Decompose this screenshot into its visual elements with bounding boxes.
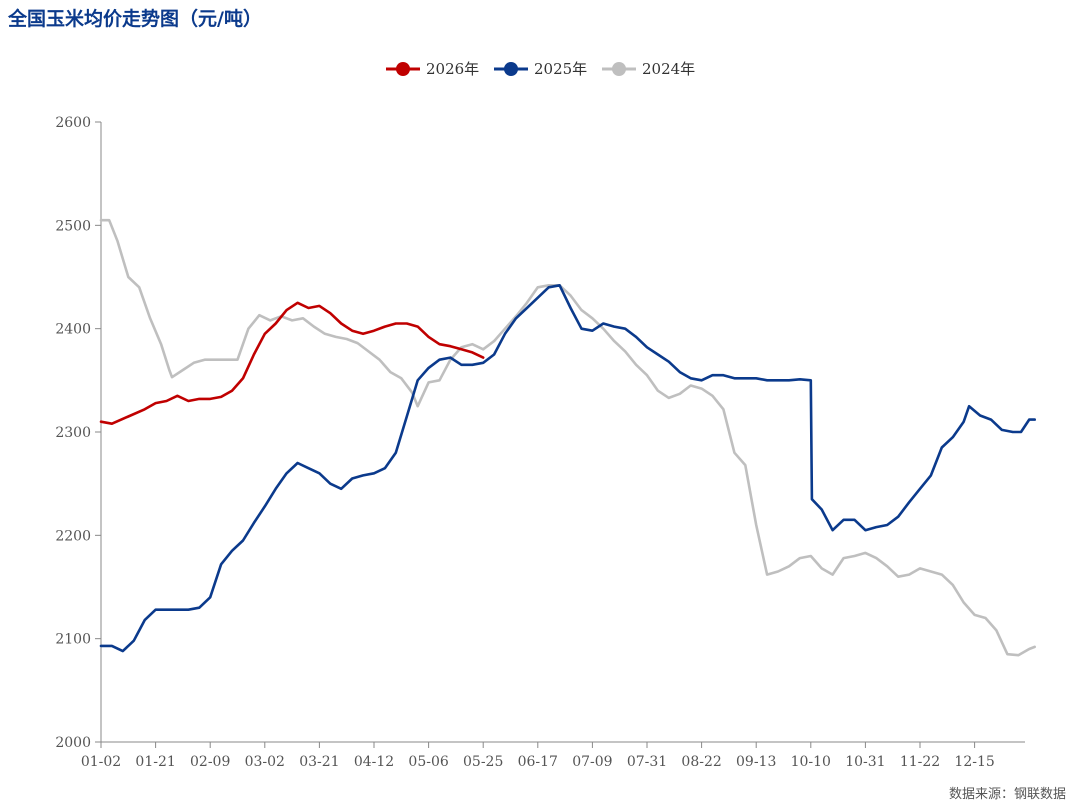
series-line-2024年	[99, 218, 1036, 657]
x-tick-label: 02-09	[190, 754, 230, 770]
x-tick-label: 05-25	[463, 754, 503, 770]
axes: 2000 2100 2200 2300 2400 2500 2600 01-02 01-21 02…	[55, 115, 1025, 770]
y-tick-label: 2000	[55, 735, 91, 751]
source-note: 数据来源：钢联数据	[948, 787, 1066, 802]
y-tick-label: 2200	[55, 528, 91, 544]
y-tick-label: 2100	[55, 632, 91, 648]
x-tick-label: 01-21	[135, 754, 175, 770]
x-tick-label: 08-22	[681, 754, 721, 770]
series-line-2026年	[99, 301, 485, 425]
legend: 2026年 2025年 2024年	[386, 60, 695, 78]
legend-label: 2026年	[426, 60, 479, 78]
legend-swatch-marker	[504, 62, 518, 76]
x-tick-label: 05-06	[408, 754, 448, 770]
y-tick-label: 2600	[55, 115, 91, 131]
x-tick-label: 10-31	[845, 754, 885, 770]
x-tick-label: 07-09	[572, 754, 612, 770]
series-lines	[99, 218, 1036, 657]
x-tick-label: 06-17	[518, 754, 558, 770]
x-tick-label: 03-02	[245, 754, 285, 770]
y-tick-label: 2500	[55, 218, 91, 234]
x-tick-label: 07-31	[627, 754, 667, 770]
y-tick-label: 2300	[55, 425, 91, 441]
x-tick-label: 09-13	[736, 754, 776, 770]
x-tick-label: 03-21	[299, 754, 339, 770]
legend-label: 2025年	[534, 60, 587, 78]
legend-label: 2024年	[642, 60, 695, 78]
y-tick-label: 2400	[55, 322, 91, 338]
x-tick-label: 04-12	[354, 754, 394, 770]
x-tick-label: 12-15	[954, 754, 994, 770]
x-tick-label: 10-10	[791, 754, 831, 770]
legend-swatch-marker	[396, 62, 410, 76]
legend-swatch-marker	[612, 62, 626, 76]
x-tick-label: 11-22	[900, 754, 940, 770]
chart-title: 全国玉米均价走势图（元/吨）	[8, 8, 262, 30]
x-tick-label: 01-02	[81, 754, 121, 770]
series-line-2025年	[99, 284, 1036, 653]
